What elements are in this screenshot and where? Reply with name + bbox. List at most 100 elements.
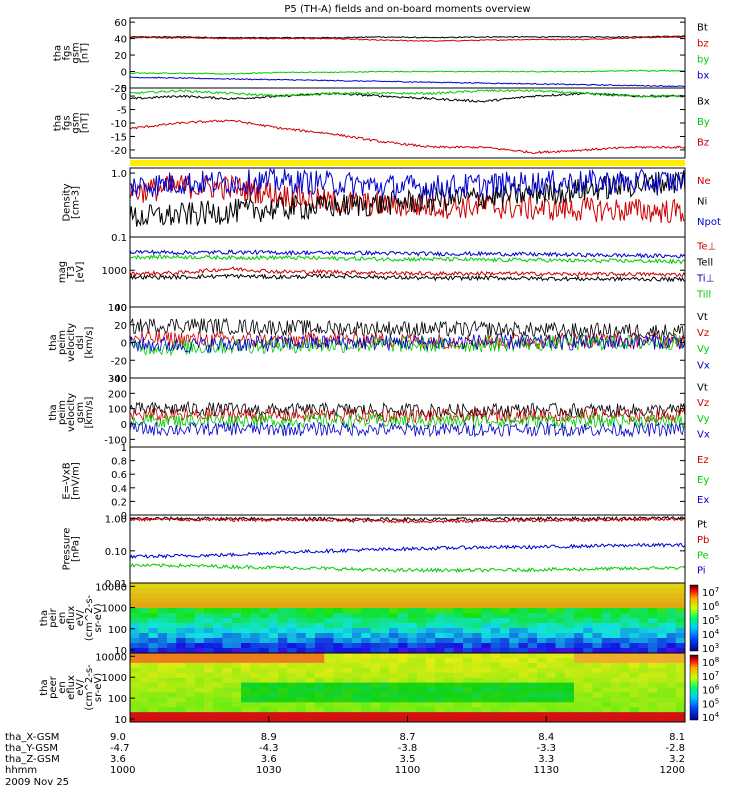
heat-cell <box>139 657 149 664</box>
heat-cell <box>648 707 658 713</box>
heat-cell <box>426 613 436 619</box>
heat-cell <box>268 657 279 664</box>
heat-cell <box>435 583 445 589</box>
heat-cell <box>361 687 371 693</box>
heat-cell <box>509 643 519 649</box>
heat-cell <box>555 618 566 624</box>
heat-cell <box>675 633 686 639</box>
heat-cell <box>574 657 584 664</box>
colorbar-peer_spec <box>689 654 699 721</box>
legend-fgs_gse-By: By <box>697 117 710 128</box>
heat-cell <box>490 583 501 589</box>
heat-cell <box>315 643 325 649</box>
ytick-label-pressure: 0.01 <box>105 579 127 590</box>
heat-cell <box>296 588 307 594</box>
heat-cell <box>259 638 270 644</box>
heat-cell <box>342 588 353 594</box>
heat-cell <box>250 687 260 693</box>
heat-cell <box>564 608 575 614</box>
ytick-label-velocity_dsl: 0 <box>121 339 127 350</box>
heat-cell <box>398 707 408 713</box>
ytick-label-e_field: 0.2 <box>111 497 127 508</box>
heat-cell <box>278 692 288 698</box>
heat-cell <box>305 672 316 679</box>
heat-cell <box>666 717 677 723</box>
heat-cell <box>611 588 621 594</box>
heat-cell <box>379 692 390 698</box>
heat-cell <box>296 697 307 703</box>
heat-cell <box>611 653 621 659</box>
heat-cell <box>518 598 529 604</box>
ylabel-e_field-line: [mV/m] <box>71 462 82 500</box>
heat-cell <box>638 613 649 619</box>
heat-cell <box>213 613 223 619</box>
heat-cell <box>472 707 482 713</box>
heat-cell <box>287 613 297 619</box>
heat-cell <box>527 628 538 634</box>
heat-cell <box>416 667 427 674</box>
heat-cell <box>241 588 251 594</box>
heat-cell <box>583 638 593 644</box>
heat-cell <box>305 717 316 723</box>
heat-cell <box>416 613 427 619</box>
heat-cell <box>379 618 390 624</box>
legend-e_field-Ez: Ez <box>697 455 709 466</box>
ytick-label-temperature: 100 <box>108 303 127 314</box>
heat-cell <box>130 588 140 594</box>
xaxis-row-label: hhmm <box>5 765 37 776</box>
heat-cell <box>370 677 381 684</box>
heat-cell <box>564 707 575 713</box>
heat-cell <box>167 677 177 684</box>
heat-cell <box>130 692 140 698</box>
heat-cell <box>463 717 473 723</box>
heat-cell <box>675 702 686 708</box>
ylabel-fgs_gse-line: fgs <box>62 115 73 130</box>
heat-cell <box>426 608 436 614</box>
heat-cell <box>352 598 362 604</box>
heat-cell <box>287 588 297 594</box>
heat-cell <box>490 593 501 599</box>
heat-cell <box>194 657 205 664</box>
heat-cell <box>278 628 288 634</box>
heat-cell <box>148 712 159 718</box>
heat-cell <box>148 707 159 713</box>
heat-cell <box>583 687 593 693</box>
heat-cell <box>259 717 270 723</box>
heat-cell <box>139 672 149 679</box>
heat-cell <box>620 603 630 609</box>
heat-cell <box>250 712 260 718</box>
heat-cell <box>130 667 140 674</box>
heat-cell <box>564 643 575 649</box>
heat-cell <box>379 662 390 669</box>
heat-cell <box>287 702 297 708</box>
heat-cell <box>407 717 418 723</box>
heat-cell <box>370 657 381 664</box>
heat-cell <box>398 613 408 619</box>
heat-cell <box>481 662 492 669</box>
heat-cell <box>666 682 677 688</box>
legend-temperature-Till: Till <box>696 289 711 300</box>
heat-cell <box>638 633 649 639</box>
series-temperature-Te⊥ <box>129 266 686 278</box>
heat-cell <box>379 593 390 599</box>
heat-cell <box>148 603 159 609</box>
heat-cell <box>500 608 510 614</box>
legend-velocity_dsl-Vt: Vt <box>697 312 708 323</box>
heat-cell <box>259 712 270 718</box>
ytick-label-fgs_gsm: 20 <box>114 51 127 62</box>
heat-cell <box>305 657 316 664</box>
heat-cell <box>592 603 603 609</box>
heat-cell <box>278 613 288 619</box>
series-pressure-Pe <box>129 562 686 574</box>
heat-cell <box>675 583 686 589</box>
heat-cell <box>629 707 640 713</box>
heat-cell <box>481 638 492 644</box>
heat-cell <box>648 692 658 698</box>
heat-cell <box>675 623 686 629</box>
heat-cell <box>509 687 519 693</box>
ylabel-peer_spec-line: tha <box>39 679 50 695</box>
heat-cell <box>657 682 667 688</box>
heat-cell <box>167 702 177 708</box>
heat-cell <box>564 712 575 718</box>
